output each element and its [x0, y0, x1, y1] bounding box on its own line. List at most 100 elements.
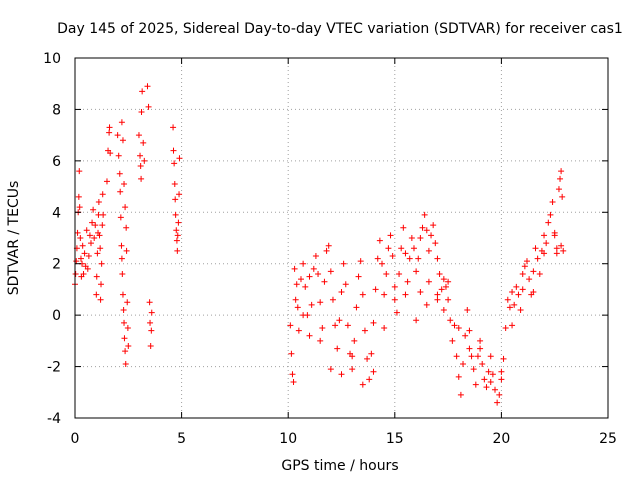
data-point-marker: [81, 250, 88, 257]
data-point-marker: [308, 301, 315, 308]
data-point-marker: [560, 247, 567, 254]
x-tick-labels: 0 5 10 15 20 25: [71, 431, 617, 447]
data-point-marker: [172, 196, 179, 203]
data-point-marker: [541, 232, 548, 239]
data-point-marker: [75, 193, 82, 200]
data-point-marker: [517, 307, 524, 313]
data-point-marker: [139, 88, 146, 95]
data-point-marker: [319, 325, 326, 331]
data-point-marker: [383, 271, 390, 277]
data-point-marker: [468, 353, 475, 360]
data-point-marker: [425, 247, 432, 254]
data-point-marker: [83, 227, 90, 234]
data-point-marker: [118, 119, 125, 126]
data-point-marker: [144, 83, 151, 90]
data-point-marker: [342, 281, 349, 288]
data-point-marker: [479, 361, 486, 367]
data-point-marker: [361, 327, 368, 334]
data-point-marker: [460, 361, 467, 367]
data-point-marker: [472, 381, 479, 388]
data-point-marker: [77, 255, 84, 262]
y-tick-label: 0: [52, 308, 61, 324]
data-point-marker: [122, 204, 129, 211]
data-point-marker: [359, 291, 366, 298]
data-point-marker: [106, 129, 113, 136]
data-point-marker: [147, 343, 154, 349]
data-point-marker: [119, 271, 126, 277]
data-point-marker: [489, 371, 496, 378]
data-point-marker: [176, 191, 183, 198]
data-point-marker: [359, 381, 366, 388]
data-point-marker: [174, 232, 181, 239]
data-point-marker: [100, 211, 107, 218]
data-point-marker: [389, 253, 396, 259]
data-point-marker: [415, 255, 422, 262]
y-tick-labels: -4 -2 0 2 4 6 8 10: [43, 51, 61, 427]
data-point-marker: [89, 219, 96, 226]
data-point-marker: [557, 175, 564, 182]
data-point-marker: [402, 250, 409, 257]
data-point-marker: [295, 327, 302, 334]
data-point-marker: [107, 150, 114, 157]
data-point-marker: [93, 273, 100, 280]
data-point-marker: [547, 211, 554, 218]
data-point-marker: [124, 299, 131, 306]
data-point-marker: [385, 245, 392, 252]
data-point-marker: [300, 260, 307, 267]
data-point-marker: [432, 240, 439, 247]
data-point-marker: [310, 265, 317, 272]
data-point-marker: [551, 232, 558, 239]
data-point-marker: [410, 245, 417, 252]
data-point-marker: [462, 332, 469, 339]
data-point-marker: [140, 139, 147, 146]
data-point-marker: [117, 214, 124, 221]
data-point-marker: [72, 271, 79, 277]
data-point-marker: [327, 366, 334, 373]
data-point-marker: [176, 155, 183, 162]
y-tick-label: 8: [52, 102, 61, 118]
data-point-marker: [334, 345, 341, 352]
data-point-marker: [519, 271, 526, 277]
chart-title: Day 145 of 2025, Sidereal Day-to-day VTE…: [57, 21, 623, 37]
data-point-marker: [368, 350, 375, 357]
data-point-marker: [77, 235, 84, 241]
data-point-marker: [292, 296, 299, 303]
data-point-marker: [404, 278, 411, 285]
data-point-marker: [300, 312, 307, 319]
data-point-marker: [85, 253, 92, 259]
data-point-marker: [138, 109, 145, 115]
data-point-marker: [99, 222, 106, 229]
data-point-marker: [141, 157, 148, 164]
data-point-marker: [515, 291, 522, 298]
data-point-marker: [425, 278, 432, 285]
data-point-marker: [526, 276, 533, 283]
data-point-marker: [496, 391, 503, 398]
data-point-marker: [406, 255, 413, 262]
data-point-marker: [417, 235, 424, 241]
data-point-marker: [96, 232, 103, 239]
data-point-marker: [290, 379, 297, 385]
data-point-marker: [98, 281, 105, 288]
data-point-marker: [174, 247, 181, 254]
data-point-marker: [312, 253, 319, 259]
data-point-marker: [79, 242, 86, 249]
data-point-marker: [487, 379, 494, 385]
data-point-marker: [289, 371, 296, 378]
data-point-marker: [86, 232, 93, 239]
y-axis-label: SDTVAR / TECUs: [6, 181, 22, 296]
data-point-marker: [171, 160, 178, 167]
data-point-marker: [170, 124, 177, 131]
data-point-marker: [123, 247, 130, 254]
data-point-marker: [513, 283, 520, 290]
data-point-marker: [364, 355, 371, 362]
data-point-marker: [402, 291, 409, 298]
data-point-marker: [171, 181, 178, 187]
data-point-marker: [494, 399, 501, 406]
data-point-marker: [417, 289, 424, 295]
data-point-marker: [381, 291, 388, 298]
data-point-marker: [393, 309, 400, 316]
data-point-marker: [117, 188, 124, 195]
data-point-marker: [121, 335, 128, 342]
data-point-marker: [91, 235, 98, 241]
data-point-marker: [558, 168, 565, 175]
